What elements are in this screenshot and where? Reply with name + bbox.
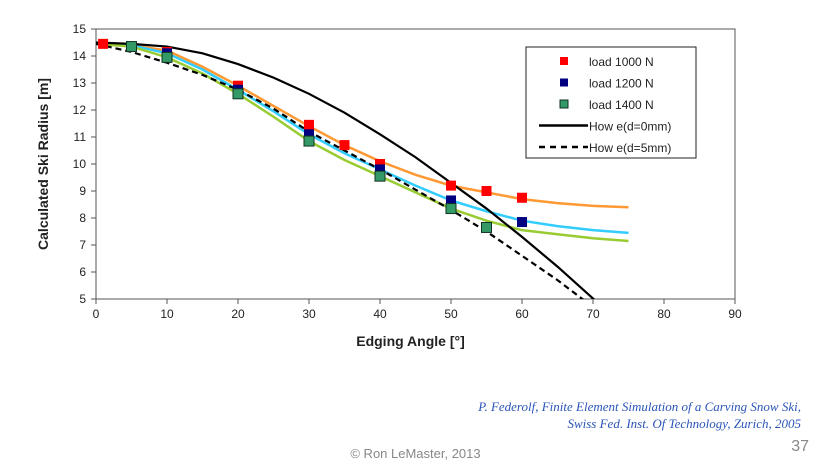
marker-load-1000-n xyxy=(375,159,385,169)
y-tick-label: 12 xyxy=(73,103,87,117)
line-howe-d-5mm- xyxy=(96,42,585,299)
copyright: © Ron LeMaster, 2013 xyxy=(350,446,481,461)
plot-area xyxy=(96,38,629,299)
marker-load-1400-n xyxy=(374,170,386,182)
marker-load-1000-n xyxy=(517,192,527,203)
y-tick-label: 8 xyxy=(79,211,86,225)
legend-box xyxy=(525,46,697,159)
y-tick-label: 14 xyxy=(73,49,87,63)
marker-load-1400-n xyxy=(303,135,315,147)
marker-load-1000-n xyxy=(481,186,492,196)
ski-radius-chart: 0 10 20 30 40 50 60 70 80 90 5 6 7 8 9 10 11 12 13 14 15 Edgi… xyxy=(35,22,742,349)
marker-load-1200-n xyxy=(446,195,456,206)
y-tick-label: 15 xyxy=(73,22,87,36)
x-tick-label: 60 xyxy=(515,307,529,321)
marker-load-1200-n xyxy=(304,129,314,140)
legend-label: load 1400 N xyxy=(589,98,654,112)
marker-load-1400-n xyxy=(445,203,457,215)
legend-marker xyxy=(560,78,568,87)
citation: P. Federolf, Finite Element Simulation o… xyxy=(478,398,801,432)
line-load-1400-n-fit xyxy=(96,42,629,243)
y-tick-label: 11 xyxy=(74,130,87,144)
y-tick-label: 9 xyxy=(79,184,86,198)
x-tick-label: 10 xyxy=(160,307,174,321)
legend-label: load 1000 N xyxy=(589,55,654,69)
marker-load-1400-n xyxy=(126,41,137,53)
marker-load-1400-n xyxy=(481,221,492,233)
legend-label: How e(d=0mm) xyxy=(589,120,671,134)
y-tick-label: 13 xyxy=(73,76,87,90)
line-howe-d-0mm- xyxy=(96,41,596,299)
x-tick-label: 50 xyxy=(444,307,458,321)
y-tick-label: 10 xyxy=(73,157,87,171)
marker-load-1000-n xyxy=(339,140,350,151)
legend-marker xyxy=(559,99,569,109)
citation-line-2: Swiss Fed. Inst. Of Technology, Zurich, … xyxy=(567,416,801,431)
marker-load-1000-n xyxy=(304,119,314,130)
legend-marker xyxy=(560,57,568,65)
y-tick-label: 5 xyxy=(79,292,86,306)
x-axis-label: Edging Angle [°] xyxy=(356,333,465,349)
legend-label: load 1200 N xyxy=(589,77,654,91)
x-tick-label: 80 xyxy=(657,307,671,321)
legend-label: How e(d=5mm) xyxy=(589,141,671,155)
marker-load-1400-n xyxy=(232,88,244,100)
page-number: 37 xyxy=(791,438,809,455)
x-tick-label: 90 xyxy=(728,307,742,321)
marker-load-1000-n xyxy=(98,38,109,49)
x-tick-label: 20 xyxy=(231,307,245,321)
x-tick-label: 30 xyxy=(302,307,316,321)
y-tick-label: 7 xyxy=(79,238,86,252)
marker-load-1200-n xyxy=(517,217,527,228)
marker-load-1200-n xyxy=(375,164,385,175)
y-axis-label: Calculated Ski Radius [m] xyxy=(35,78,51,250)
x-tick-label: 0 xyxy=(93,307,100,321)
x-tick-label: 70 xyxy=(586,307,600,321)
citation-line-1: P. Federolf, Finite Element Simulation o… xyxy=(478,399,801,414)
line-load-1000-n-fit xyxy=(96,42,629,209)
marker-load-1000-n xyxy=(446,180,456,191)
line-load-1200-n-fit xyxy=(96,42,629,235)
marker-load-1400-n xyxy=(161,51,173,63)
x-tick-label: 40 xyxy=(373,307,387,321)
y-tick-label: 6 xyxy=(79,265,86,279)
